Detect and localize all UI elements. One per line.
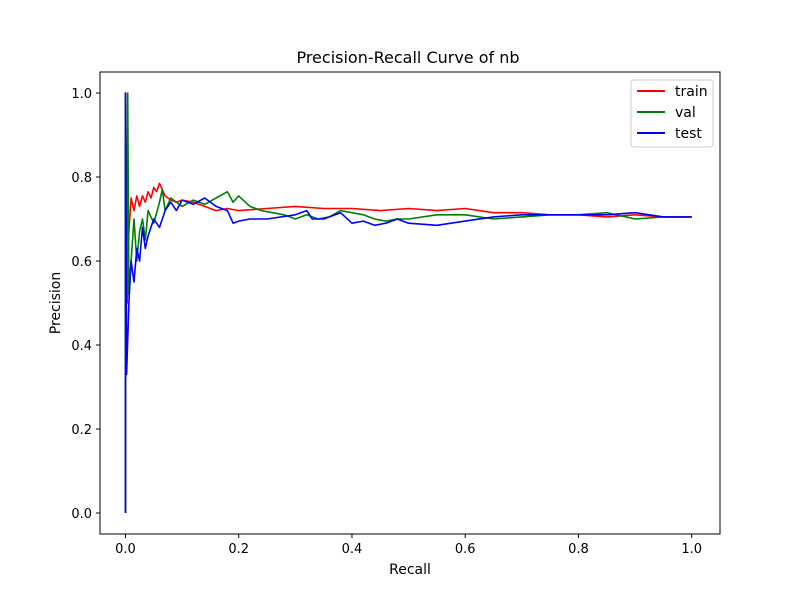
legend: train val test — [630, 79, 714, 148]
y-tick-label: 1.0 — [71, 87, 92, 102]
y-tick-label: 0.0 — [71, 507, 92, 522]
x-tick-label: 0.4 — [342, 542, 363, 557]
x-tick-label: 1.0 — [681, 542, 702, 557]
x-tick-label: 0.8 — [568, 542, 589, 557]
y-axis-label: Precision — [48, 272, 64, 334]
x-axis-ticks: 0.0 0.2 0.4 0.6 0.8 1.0 — [115, 534, 702, 557]
plot-lines — [124, 92, 692, 513]
y-tick-label: 0.4 — [71, 339, 92, 354]
series-line-train — [124, 92, 692, 513]
plot-frame — [99, 71, 721, 535]
x-tick-label: 0.2 — [228, 542, 249, 557]
chart-title: Precision-Recall Curve of nb — [296, 48, 519, 67]
y-tick-label: 0.6 — [71, 255, 92, 270]
y-tick-label: 0.2 — [71, 423, 92, 438]
y-axis-ticks: 0.0 0.2 0.4 0.6 0.8 1.0 — [71, 87, 100, 522]
series-line-test — [124, 92, 692, 513]
x-tick-label: 0.6 — [455, 542, 476, 557]
legend-box — [630, 79, 714, 148]
legend-label-val: val — [675, 105, 696, 121]
legend-label-test: test — [675, 126, 702, 142]
y-tick-label: 0.8 — [71, 171, 92, 186]
series-line-val — [124, 92, 692, 513]
legend-label-train: train — [675, 84, 708, 100]
x-tick-label: 0.0 — [115, 542, 136, 557]
x-axis-label: Recall — [389, 562, 431, 578]
